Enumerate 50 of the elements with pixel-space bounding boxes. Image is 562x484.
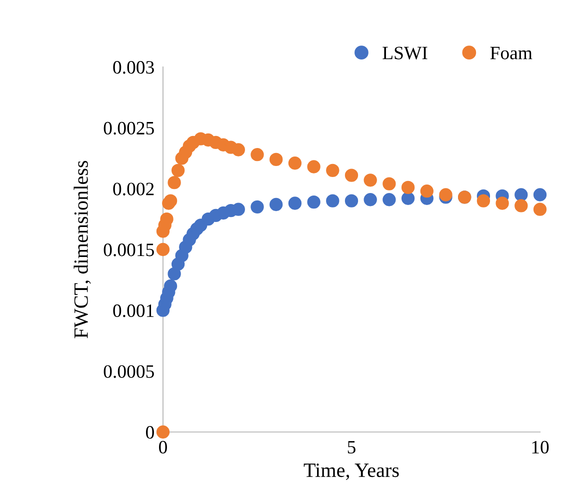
y-tick-label: 0.0015 [104,244,154,256]
y-tick-label: 0.003 [113,61,154,74]
point [401,180,415,194]
point [270,198,283,212]
point [250,148,264,162]
point [420,184,434,198]
legend-label: Foam [490,46,532,60]
point [168,267,181,280]
x-tick-label: 0 [159,440,167,454]
point [344,194,358,208]
y-tick-label: 0.001 [113,304,154,318]
point [232,143,245,156]
x-tick-label: 10 [532,440,549,454]
point [164,194,178,208]
x-tick-label: 5 [348,441,356,454]
point [476,194,490,208]
point [232,202,245,216]
point [164,279,178,293]
y-axis-title: FWCT, dimensionless [74,160,91,338]
point [326,194,340,208]
point [270,152,283,166]
point [156,242,170,256]
point [401,192,415,205]
point [307,195,320,209]
point [250,200,264,214]
point [439,188,452,202]
y-tick-label: 0.0025 [104,122,154,135]
point [533,188,547,202]
point [307,160,320,174]
x-axis-title: Time, Years [304,464,399,480]
point [364,174,377,187]
point [288,196,302,210]
point [382,193,396,206]
point [364,193,377,206]
point [496,196,509,210]
y-tick-label: 0.0005 [104,365,154,378]
y-tick-label: 0.002 [113,182,154,196]
y-tick-label: 0 [146,426,154,439]
legend-label: LSWI [382,46,428,60]
point [171,164,185,178]
point [344,168,358,182]
point [168,176,181,190]
point [382,177,396,190]
point [514,199,528,212]
point [160,212,174,226]
point [533,202,547,216]
point [288,156,302,170]
point [326,164,340,178]
point [514,188,528,202]
point [156,425,170,439]
